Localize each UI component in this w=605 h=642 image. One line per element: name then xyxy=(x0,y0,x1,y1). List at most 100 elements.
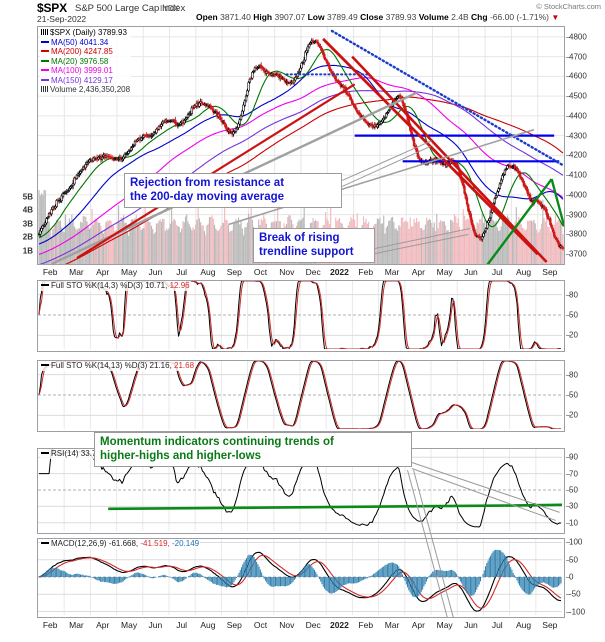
line-swatch xyxy=(41,59,49,62)
indicator-tick-label: -50 xyxy=(569,589,581,599)
symbol-ticker: $SPX xyxy=(37,1,67,15)
high-label: High xyxy=(253,12,273,22)
price-tick-label: 4400 xyxy=(569,111,587,121)
close-label: Close xyxy=(360,12,384,22)
rsi-y-axis: 90 70 50 30 10 xyxy=(566,448,604,534)
indicator-tick-label: 50 xyxy=(569,390,578,400)
symbol-exchange: INDX xyxy=(160,3,180,13)
indicator-tick-label: 50 xyxy=(569,485,578,495)
indicator-tick-label: 80 xyxy=(569,290,578,300)
x-axis-label: Apr xyxy=(411,620,425,630)
stoch-slow-y-axis: 80 50 20 xyxy=(566,360,604,432)
price-tick-label: 4100 xyxy=(569,170,587,180)
price-tick-label: 3800 xyxy=(569,229,587,239)
open-value: 3871.40 xyxy=(220,12,251,22)
volume-y-axis: 5B 4B 3B 2B 1B xyxy=(0,26,35,265)
indicator-tick xyxy=(566,374,570,376)
price-legend-item: MA(150) 4129.17 xyxy=(41,76,130,86)
x-axis-label: Dec xyxy=(305,620,321,630)
indicator-tick xyxy=(566,415,570,417)
symbol-name: S&P 500 Large Cap Index xyxy=(75,3,186,14)
price-tick-label: 4000 xyxy=(569,190,587,200)
price-tick-label: 3700 xyxy=(569,249,587,259)
indicator-legend-label: Full STO %K(14,3) %D(3) 10.71, xyxy=(51,281,168,290)
x-axis-label: Mar xyxy=(384,620,400,630)
price-tick xyxy=(566,234,570,236)
x-axis-label: Apr xyxy=(411,267,425,277)
price-y-axis: 4800 4700 4600 4500 4400 4300 4200 4100 4000 3900… xyxy=(566,26,604,265)
indicator-tick-label: 100 xyxy=(569,537,583,547)
price-tick xyxy=(566,155,570,157)
price-legend-item: MA(50) 4041.34 xyxy=(41,38,130,48)
annotation-resistance-note: Rejection from resistance at the 200-day… xyxy=(124,173,342,208)
x-axis-label: Feb xyxy=(358,267,374,277)
x-axis-label: Sep xyxy=(226,267,242,277)
price-tick-label: 4500 xyxy=(569,91,587,101)
price-tick xyxy=(566,96,570,98)
indicator-tick-label: 20 xyxy=(569,410,578,420)
low-label: Low xyxy=(307,12,325,22)
price-legend: $SPX (Daily) 3789.93 MA(50) 4041.34 MA(200… xyxy=(40,28,132,95)
low-value: 3789.49 xyxy=(326,12,358,22)
indicator-swatch-icon xyxy=(41,452,49,455)
x-axis-label: May xyxy=(436,267,453,277)
indicator-tick-label: 90 xyxy=(569,452,578,462)
annotation-trendline-break-note: Break of rising trendline support xyxy=(253,228,375,263)
open-label: Open xyxy=(196,12,218,22)
price-tick-label: 4600 xyxy=(569,71,587,81)
price-tick xyxy=(566,254,570,256)
stoch-slow-legend: Full STO %K(14,13) %D(3) 21.16, 21.68 xyxy=(40,361,196,371)
price-tick xyxy=(566,56,570,58)
line-swatch xyxy=(41,40,49,43)
price-tick xyxy=(566,115,570,117)
macd-y-axis: 100 50 0 -50 -100 xyxy=(566,538,604,618)
x-axis-label: Jul xyxy=(176,267,188,277)
price-tick-label: 4200 xyxy=(569,150,587,160)
price-tick xyxy=(566,175,570,177)
quote-date: 21-Sep-2022 xyxy=(37,14,87,24)
x-axis-label: 2022 xyxy=(329,620,349,630)
line-swatch xyxy=(41,69,49,72)
chart-header: $SPX S&P 500 Large Cap Index INDX 21-Sep… xyxy=(0,0,605,26)
volume-tick-label: 1B xyxy=(22,246,33,256)
x-axis-label: Mar xyxy=(69,620,84,630)
x-axis-label: Jun xyxy=(464,267,478,277)
indicator-tick xyxy=(566,611,570,613)
indicator-swatch-icon xyxy=(41,284,49,287)
macd-legend: MACD(12,26,9) -61.668, -41.519, -20.149 xyxy=(40,539,201,549)
close-value: 3789.93 xyxy=(385,12,417,22)
price-tick xyxy=(566,36,570,38)
stoch-fast-panel xyxy=(37,280,565,352)
price-legend-label: MA(50) 4041.34 xyxy=(51,37,109,47)
chg-label: Chg xyxy=(471,12,488,22)
price-tick xyxy=(566,135,570,137)
indicator-tick xyxy=(566,542,570,544)
x-axis-label: Nov xyxy=(279,267,295,277)
stoch-fast-plot-area xyxy=(38,281,564,351)
x-axis-label: Aug xyxy=(515,620,532,630)
indicator-tick-label: 0 xyxy=(569,572,574,582)
annotation-momentum-note: Momentum indicators continuing trends of… xyxy=(94,432,412,467)
price-tick-label: 4700 xyxy=(569,52,587,62)
x-axis-label: Jun xyxy=(148,267,163,277)
volume-tick-label: 3B xyxy=(22,219,33,229)
price-legend-label: $SPX (Daily) 3789.93 xyxy=(50,28,127,37)
indicator-tick xyxy=(566,490,570,491)
price-legend-item: MA(200) 4247.85 xyxy=(41,47,130,57)
stockcharts-watermark: © StockCharts.com xyxy=(536,2,601,11)
x-axis-label: May xyxy=(436,620,453,630)
indicator-tick-label: 80 xyxy=(569,370,578,380)
x-axis-label: Apr xyxy=(96,620,110,630)
indicator-tick xyxy=(566,294,570,296)
rsi-legend: RSI(14) 33.7 xyxy=(40,449,98,459)
x-axis-label: Mar xyxy=(384,267,400,277)
stoch-slow-plot-area xyxy=(38,361,564,431)
candle-icon xyxy=(41,29,48,36)
x-axis-bottom: Feb Mar Apr May Jun Jul Aug Sep Oct Nov Dec 2022 Feb… xyxy=(37,619,565,633)
indicator-tick-label: 70 xyxy=(569,469,578,479)
x-axis-label: Dec xyxy=(305,267,321,277)
indicator-tick-label: 50 xyxy=(569,555,578,565)
indicator-tick xyxy=(566,473,570,475)
volume-tick-label: 4B xyxy=(22,205,33,215)
